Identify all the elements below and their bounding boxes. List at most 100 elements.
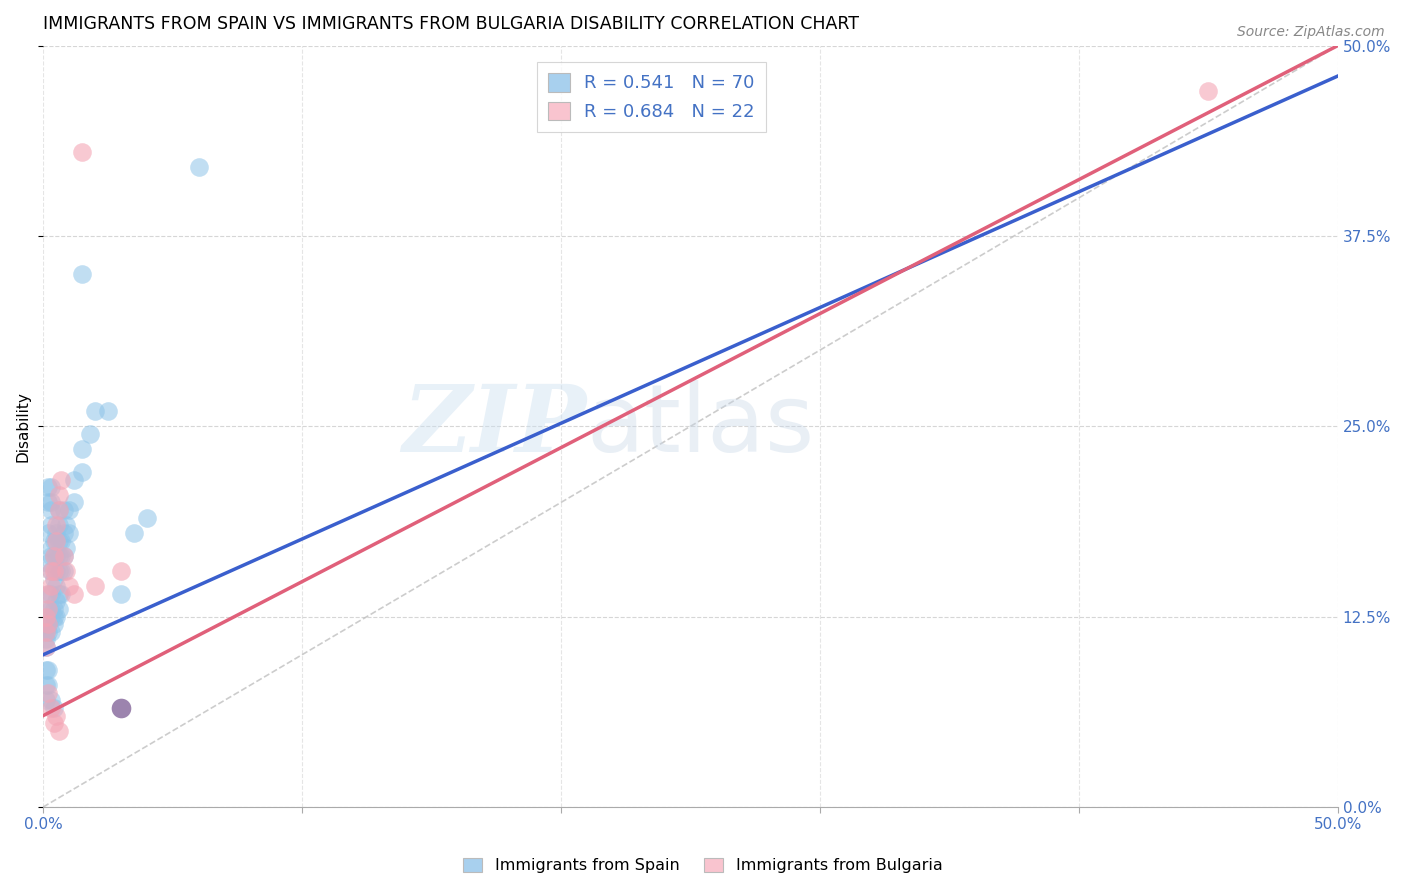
- Point: [39, 541, 62, 556]
- Point: [39, 587, 62, 601]
- Point: [42, 716, 65, 731]
- Point: [37, 686, 59, 700]
- Point: [45, 518, 67, 533]
- Point: [42, 602, 65, 616]
- Point: [110, 564, 132, 578]
- Point: [42, 609, 65, 624]
- Point: [35, 609, 58, 624]
- Point: [48, 587, 70, 601]
- Point: [39, 564, 62, 578]
- Point: [37, 663, 59, 677]
- Point: [52, 525, 75, 540]
- Point: [55, 541, 77, 556]
- Point: [55, 564, 77, 578]
- Legend: Immigrants from Spain, Immigrants from Bulgaria: Immigrants from Spain, Immigrants from B…: [457, 851, 949, 880]
- Point: [70, 267, 93, 281]
- Point: [37, 525, 59, 540]
- Point: [35, 640, 58, 654]
- Point: [45, 579, 67, 593]
- Point: [42, 701, 65, 715]
- Point: [48, 723, 70, 738]
- Point: [37, 602, 59, 616]
- Point: [45, 609, 67, 624]
- Point: [51, 473, 73, 487]
- Point: [63, 473, 86, 487]
- Point: [42, 617, 65, 632]
- Point: [70, 442, 93, 457]
- Point: [39, 549, 62, 563]
- Point: [51, 533, 73, 548]
- Point: [37, 587, 59, 601]
- Point: [51, 564, 73, 578]
- Point: [37, 617, 59, 632]
- Point: [37, 557, 59, 571]
- Point: [37, 602, 59, 616]
- Point: [48, 518, 70, 533]
- Point: [58, 503, 80, 517]
- Point: [45, 533, 67, 548]
- Point: [51, 587, 73, 601]
- Point: [70, 145, 93, 160]
- Point: [110, 701, 132, 715]
- Point: [122, 525, 145, 540]
- Point: [110, 587, 132, 601]
- Point: [79, 426, 101, 441]
- Point: [39, 701, 62, 715]
- Point: [37, 480, 59, 494]
- Text: ZIP: ZIP: [402, 381, 586, 471]
- Point: [35, 624, 58, 639]
- Point: [55, 518, 77, 533]
- Point: [35, 678, 58, 692]
- Point: [35, 640, 58, 654]
- Point: [1197, 84, 1219, 98]
- Point: [39, 480, 62, 494]
- Point: [84, 404, 107, 418]
- Point: [39, 503, 62, 517]
- Point: [39, 609, 62, 624]
- Point: [58, 525, 80, 540]
- Point: [70, 465, 93, 479]
- Point: [35, 617, 58, 632]
- Point: [48, 533, 70, 548]
- Point: [37, 678, 59, 692]
- Y-axis label: Disability: Disability: [15, 391, 30, 462]
- Text: IMMIGRANTS FROM SPAIN VS IMMIGRANTS FROM BULGARIA DISABILITY CORRELATION CHART: IMMIGRANTS FROM SPAIN VS IMMIGRANTS FROM…: [44, 15, 859, 33]
- Point: [48, 549, 70, 563]
- Point: [48, 488, 70, 502]
- Point: [39, 602, 62, 616]
- Point: [39, 624, 62, 639]
- Point: [45, 525, 67, 540]
- Point: [48, 564, 70, 578]
- Point: [58, 579, 80, 593]
- Point: [39, 579, 62, 593]
- Point: [45, 533, 67, 548]
- Point: [52, 503, 75, 517]
- Text: atlas: atlas: [586, 380, 815, 473]
- Point: [37, 624, 59, 639]
- Point: [48, 503, 70, 517]
- Point: [52, 549, 75, 563]
- Point: [63, 587, 86, 601]
- Point: [35, 693, 58, 707]
- Point: [63, 495, 86, 509]
- Point: [37, 587, 59, 601]
- Text: Source: ZipAtlas.com: Source: ZipAtlas.com: [1237, 25, 1385, 39]
- Point: [37, 495, 59, 509]
- Point: [42, 549, 65, 563]
- Point: [45, 708, 67, 723]
- Point: [45, 549, 67, 563]
- Legend: R = 0.541   N = 70, R = 0.684   N = 22: R = 0.541 N = 70, R = 0.684 N = 22: [537, 62, 766, 132]
- Point: [51, 549, 73, 563]
- Point: [42, 549, 65, 563]
- Point: [35, 663, 58, 677]
- Point: [37, 617, 59, 632]
- Point: [39, 693, 62, 707]
- Point: [42, 572, 65, 586]
- Point: [39, 518, 62, 533]
- Point: [45, 594, 67, 608]
- Point: [52, 549, 75, 563]
- Point: [39, 495, 62, 509]
- Point: [42, 564, 65, 578]
- Point: [45, 564, 67, 578]
- Point: [35, 624, 58, 639]
